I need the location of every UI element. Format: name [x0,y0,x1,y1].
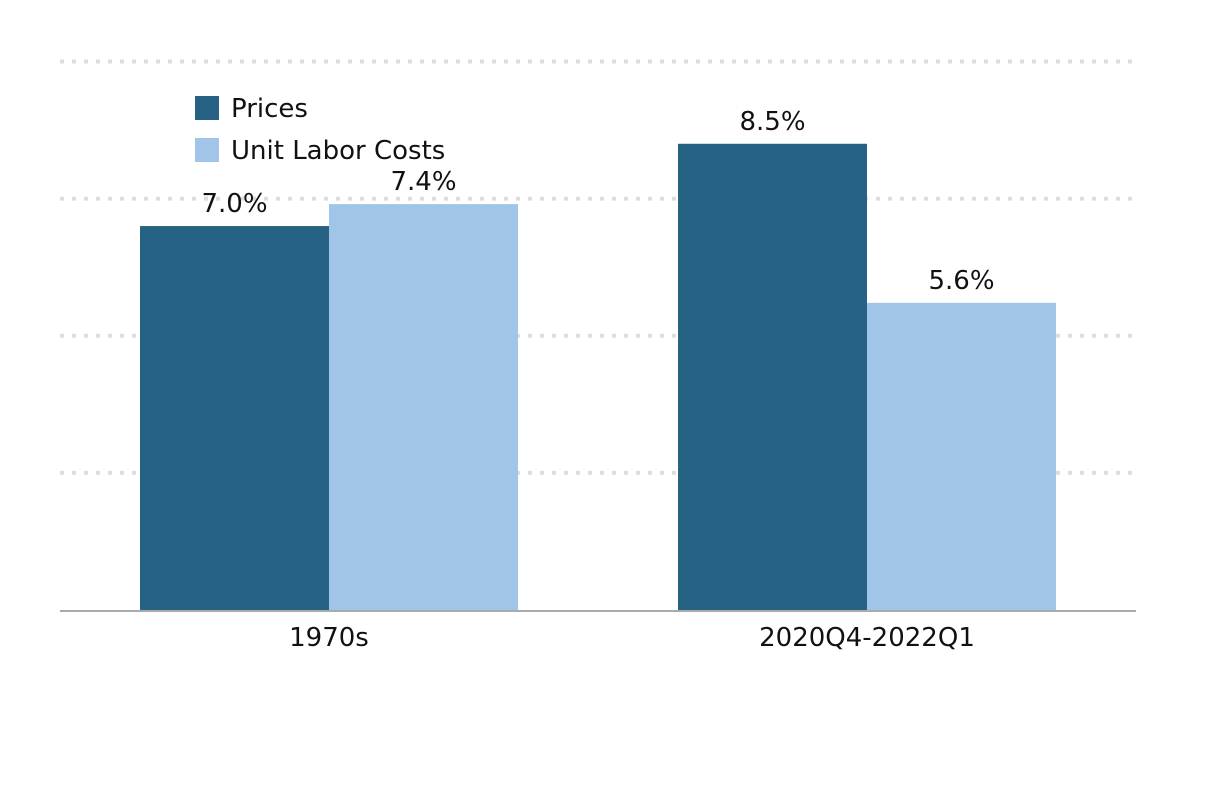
legend-swatch-1 [195,138,219,162]
x-tick-label-1: 2020Q4-2022Q1 [759,623,975,653]
legend-label-0: Prices [231,94,308,124]
data-label-1-1: 5.6% [928,266,994,296]
x-tick-label-0: 1970s [289,623,369,653]
data-label-0-0: 7.0% [201,189,267,219]
data-labels: 7.0% 7.4% 8.5% 5.6% [201,107,994,296]
x-tick-labels: 1970s 2020Q4-2022Q1 [289,623,975,653]
legend-label-1: Unit Labor Costs [231,136,445,166]
bar-1-1 [867,302,1056,610]
legend: Prices Unit Labor Costs [195,94,445,166]
bar-1-0 [678,143,867,610]
bars [140,143,1056,611]
data-label-1-0: 8.5% [739,107,805,137]
bar-0-0 [140,226,329,611]
legend-swatch-0 [195,96,219,120]
data-label-0-1: 7.4% [390,167,456,197]
bar-0-1 [329,204,518,611]
